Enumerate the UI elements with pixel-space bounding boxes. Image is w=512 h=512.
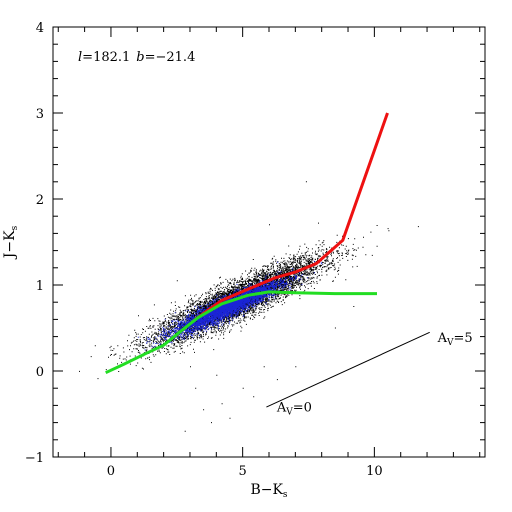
av-five-label: AV=5 — [437, 331, 473, 348]
y-tick-label: 1 — [36, 279, 44, 294]
l-value: =182.1 — [82, 50, 130, 65]
x-axis-label-main: B−K — [250, 482, 283, 498]
scatter-points-layer — [79, 181, 419, 432]
x-tick-label: 0 — [107, 464, 115, 479]
y-axis-label: J−Ks — [2, 225, 20, 260]
y-tick-label: 3 — [36, 107, 44, 122]
y-tick-label: 2 — [36, 193, 44, 208]
field-annotation: l=182.1 b=−21.4 — [78, 50, 195, 65]
av-five-sub: V — [446, 338, 454, 348]
l-symbol: l — [78, 50, 82, 65]
x-axis-label-sub: s — [283, 490, 288, 500]
y-axis-label-group: J−Ks — [2, 225, 20, 260]
av-zero-label: AV=0 — [276, 400, 312, 417]
b-symbol: b — [136, 50, 144, 65]
reddening-vector-line — [266, 331, 430, 408]
av-five-main: A — [437, 331, 448, 346]
y-tick-label: 4 — [36, 21, 44, 36]
green-sequence-line — [105, 290, 377, 375]
av-zero-sub: V — [285, 407, 293, 417]
y-axis-label-main: J−K — [2, 230, 18, 260]
x-tick-label: 5 — [239, 464, 247, 479]
av-zero-main: A — [276, 400, 287, 415]
ticks-layer: 0 5 10 −1 0 1 2 3 4 — [25, 21, 485, 479]
y-axis-label-sub: s — [10, 225, 20, 230]
plot-frame — [52, 26, 486, 458]
red-sequence-line — [194, 112, 389, 321]
av-zero-tail: =0 — [293, 400, 312, 415]
x-tick-label: 10 — [366, 464, 383, 479]
lines-layer — [105, 112, 430, 408]
y-tick-label: 0 — [36, 365, 44, 380]
b-value: =−21.4 — [145, 50, 196, 65]
y-tick-label: −1 — [25, 451, 44, 466]
av-five-tail: =5 — [453, 331, 472, 346]
x-axis-label: B−Ks — [250, 482, 287, 500]
